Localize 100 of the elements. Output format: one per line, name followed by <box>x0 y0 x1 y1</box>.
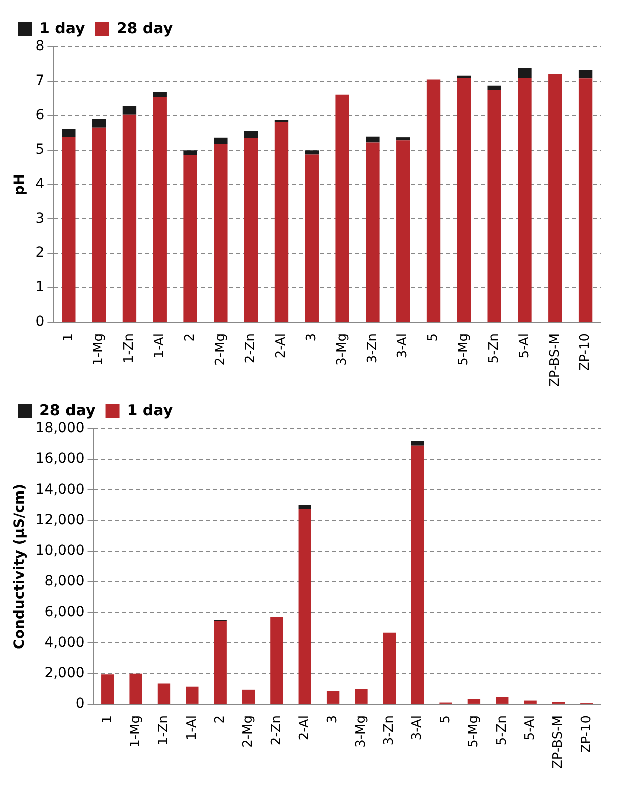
bar <box>184 155 198 322</box>
legend-label: 1 day <box>40 19 86 38</box>
bar <box>426 80 441 322</box>
y-tick-label: 6 <box>36 108 45 124</box>
x-tick-label: 5 <box>426 333 442 342</box>
y-tick-label: 6,000 <box>44 604 85 620</box>
x-tick-label: 1-Al <box>152 333 168 359</box>
bar <box>186 686 199 704</box>
bar <box>244 138 258 322</box>
bar <box>518 78 532 322</box>
bar <box>326 690 340 704</box>
legend-label: 1 day <box>127 401 174 420</box>
x-tick-label: 2 <box>212 715 228 724</box>
bar <box>92 119 106 128</box>
legend-label: 28 day <box>40 401 96 420</box>
x-tick-label: ZP-10 <box>579 715 594 754</box>
bar <box>92 128 106 322</box>
bar <box>298 505 312 510</box>
bar <box>214 138 228 144</box>
bar <box>457 78 472 322</box>
legend-label: 28 day <box>116 19 174 38</box>
x-tick-label: 2-Al <box>298 715 312 741</box>
bar <box>518 68 532 78</box>
y-tick-label: 16,000 <box>36 451 85 468</box>
bar <box>396 138 410 141</box>
y-tick-label: 1 <box>36 280 45 296</box>
bar <box>242 690 256 704</box>
bar <box>396 140 410 322</box>
x-tick-label: 3-Al <box>410 715 426 741</box>
x-tick-label: 1-Mg <box>128 715 144 748</box>
y-tick-label: 2,000 <box>44 665 85 682</box>
bar <box>62 138 76 322</box>
y-tick-label: 5 <box>36 142 45 158</box>
y-tick-label: 8 <box>36 38 45 55</box>
bar <box>214 621 227 704</box>
x-tick-label: 5-Zn <box>486 333 502 364</box>
y-tick-label: 4 <box>36 176 45 192</box>
y-tick-label: 4,000 <box>44 634 85 651</box>
x-tick-label: ZP-10 <box>578 333 594 372</box>
x-tick-label: 2 <box>182 333 198 342</box>
x-tick-label: 3-Mg <box>334 333 350 366</box>
x-tick-label: 3-Al <box>396 333 411 359</box>
x-tick-label: 2-Zn <box>269 715 284 746</box>
x-tick-label: ZP-BS-M <box>551 715 566 770</box>
bar <box>158 684 171 704</box>
bar <box>355 689 368 704</box>
y-tick-label: 0 <box>76 696 85 712</box>
bar <box>298 509 312 704</box>
bar <box>496 697 509 704</box>
bar <box>102 674 114 704</box>
x-tick-label: 3-Zn <box>382 715 398 746</box>
bar <box>305 150 319 155</box>
y-tick-label: 2 <box>36 245 45 262</box>
bar <box>336 94 350 322</box>
bar <box>244 131 258 138</box>
x-tick-label: 3 <box>304 333 320 342</box>
bar <box>153 92 167 98</box>
bar <box>488 90 502 322</box>
x-tick-label: 2-Mg <box>213 333 228 366</box>
bar <box>366 142 380 322</box>
x-tick-label: 3-Mg <box>354 715 369 748</box>
x-tick-label: 5-Al <box>522 715 538 741</box>
x-tick-label: ZP-BS-M <box>548 333 563 388</box>
x-tick-label: 5-Mg <box>466 715 482 748</box>
x-tick-label: 1-Zn <box>156 715 172 746</box>
bar <box>524 700 537 704</box>
bar <box>412 441 424 446</box>
x-tick-label: 3 <box>326 715 341 724</box>
y-tick-label: 3 <box>36 210 45 227</box>
x-tick-label: 3-Zn <box>365 333 380 364</box>
x-tick-label: 5-Zn <box>494 715 510 746</box>
bar <box>62 128 76 138</box>
bar <box>305 154 319 322</box>
bar <box>122 106 137 115</box>
y-axis-title: pH <box>12 174 28 196</box>
x-tick-label: 5-Mg <box>456 333 472 366</box>
x-tick-label: 1-Al <box>184 715 200 741</box>
bar <box>578 78 593 322</box>
bar <box>383 632 396 704</box>
y-tick-label: 0 <box>36 314 45 330</box>
x-tick-label: 1 <box>100 715 116 724</box>
bar <box>412 446 424 704</box>
bar <box>270 617 284 704</box>
x-tick-label: 5-Al <box>517 333 532 359</box>
x-tick-label: 1-Zn <box>122 333 138 364</box>
x-tick-label: 5 <box>438 715 454 724</box>
x-tick-label: 1-Mg <box>92 333 107 366</box>
bar <box>578 70 593 79</box>
x-tick-label: 2-Mg <box>241 715 256 748</box>
y-tick-label: 18,000 <box>36 420 85 437</box>
y-tick-label: 8,000 <box>44 574 85 590</box>
bar <box>122 114 137 322</box>
bar <box>488 86 502 90</box>
y-tick-label: 14,000 <box>36 482 85 498</box>
bar <box>153 97 167 322</box>
bar <box>274 122 289 322</box>
bar <box>548 74 562 322</box>
bar <box>214 144 228 322</box>
y-tick-label: 12,000 <box>36 512 85 528</box>
y-tick-label: 10,000 <box>36 543 85 560</box>
